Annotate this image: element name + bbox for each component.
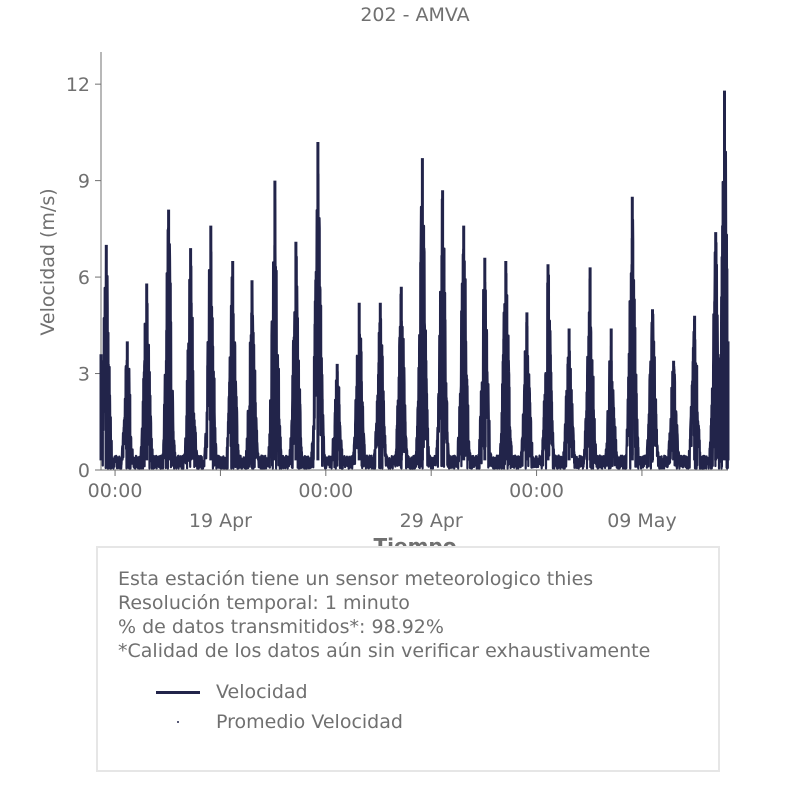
x-tick-label-day: 29 Apr [400, 510, 463, 532]
info-box: Esta estación tiene un sensor meteorolog… [96, 546, 720, 772]
y-tick-label: 6 [78, 267, 90, 289]
x-tick-label-day: 19 Apr [189, 510, 252, 532]
series-velocidad-peaks [99, 90, 730, 461]
x-tick-label-time: 00:00 [509, 480, 564, 502]
y-tick-label: 3 [78, 364, 90, 386]
series-velocidad-line [99, 103, 730, 470]
y-axis-label: Velocidad (m/s) [37, 188, 59, 335]
legend-point-swatch [177, 721, 179, 723]
chart-title: 202 - AMVA [360, 4, 469, 26]
x-tick-label-day: 09 May [607, 510, 677, 532]
plot-area: 0 3 6 9 12 00:00 19 Apr 00:00 29 Apr 00:00 09 May [66, 52, 730, 532]
legend-label-promedio: Promedio Velocidad [216, 711, 403, 733]
info-line-transmitted: % de datos transmitidos*: 98.92% [118, 616, 444, 638]
chart-area: 202 - AMVA Velocidad (m/s) Tiempo 036912… [37, 4, 730, 558]
info-line-resolution: Resolución temporal: 1 minuto [118, 592, 410, 614]
y-tick-label: 0 [78, 460, 90, 482]
info-line-sensor: Esta estación tiene un sensor meteorolog… [118, 568, 594, 590]
x-tick-label-time: 00:00 [88, 480, 143, 502]
info-line-quality-note: *Calidad de los datos aún sin verificar … [118, 640, 651, 662]
y-tick-label: 9 [78, 171, 90, 193]
legend-label-velocidad: Velocidad [216, 681, 308, 703]
x-tick-label-time: 00:00 [298, 480, 353, 502]
y-tick-label: 12 [66, 74, 90, 96]
legend-line-swatch [156, 691, 200, 694]
